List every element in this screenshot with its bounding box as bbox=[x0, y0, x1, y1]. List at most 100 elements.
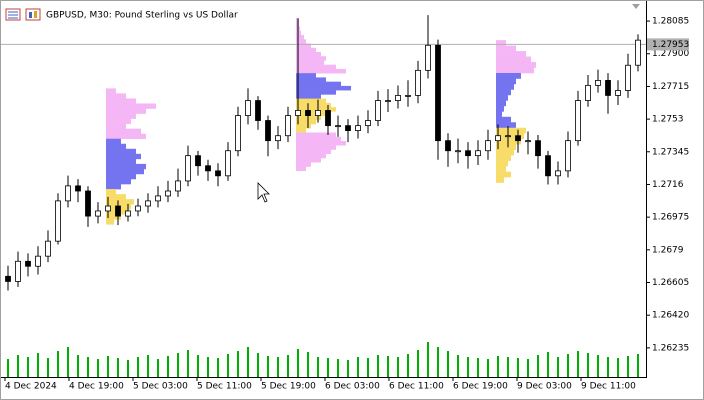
profile-row bbox=[296, 68, 346, 74]
profile-row bbox=[106, 88, 116, 94]
current-price-box bbox=[647, 38, 689, 51]
volume-bar bbox=[597, 355, 599, 377]
profile-row bbox=[106, 103, 156, 109]
candle-body bbox=[5, 275, 11, 282]
volume-bar bbox=[17, 355, 19, 377]
profile-row bbox=[106, 214, 121, 220]
profile-row bbox=[296, 90, 336, 95]
candle-body bbox=[325, 110, 331, 127]
candle-body bbox=[535, 140, 541, 157]
candle-body bbox=[415, 69, 421, 96]
candle-body bbox=[45, 240, 51, 257]
profile-row bbox=[106, 189, 116, 195]
profile-row bbox=[296, 51, 321, 57]
profile-row bbox=[296, 132, 336, 138]
volume-bar bbox=[287, 355, 289, 377]
profile-row bbox=[496, 83, 514, 90]
candle-body bbox=[355, 125, 361, 131]
price-tick-label: 1.27715 bbox=[652, 82, 689, 92]
volume-bar bbox=[587, 353, 589, 377]
candle-body bbox=[115, 205, 121, 217]
volume-bar bbox=[617, 358, 619, 377]
candle-body bbox=[145, 200, 151, 207]
volume-bar bbox=[127, 360, 129, 377]
volume-bar bbox=[387, 356, 389, 377]
price-tick-label: 1.26235 bbox=[652, 343, 689, 353]
volume-bar bbox=[87, 357, 89, 377]
profile-row bbox=[106, 98, 136, 104]
volume-bar bbox=[607, 357, 609, 377]
profile-row bbox=[496, 73, 521, 79]
candle-body bbox=[475, 150, 481, 157]
price-tick-label: 1.26420 bbox=[652, 311, 689, 321]
volume-bar bbox=[157, 359, 159, 377]
time-tick-label: 9 Dec 03:00 bbox=[517, 382, 572, 392]
candle-body bbox=[225, 150, 231, 177]
volume-bar bbox=[377, 355, 379, 377]
profile-row bbox=[496, 67, 534, 74]
profile-row bbox=[496, 166, 506, 172]
candle-body bbox=[135, 205, 141, 212]
time-tick-label: 9 Dec 11:00 bbox=[581, 382, 636, 392]
price-tick-label: 1.27900 bbox=[652, 49, 689, 59]
candle-body bbox=[365, 120, 371, 127]
profile-row bbox=[106, 128, 141, 134]
volume-bar bbox=[277, 357, 279, 377]
profile-row bbox=[106, 148, 136, 155]
candle-body bbox=[95, 210, 101, 217]
price-tick-label: 1.2679 bbox=[652, 245, 684, 255]
profile-row bbox=[296, 77, 326, 82]
time-tick-label: 6 Dec 11:00 bbox=[389, 382, 444, 392]
candle-body bbox=[285, 115, 291, 137]
profile-row bbox=[296, 136, 341, 142]
price-tick-label: 1.26975 bbox=[652, 213, 689, 223]
time-tick-label: 5 Dec 11:00 bbox=[197, 382, 252, 392]
profile-row bbox=[496, 40, 506, 46]
volume-bar bbox=[217, 358, 219, 377]
time-tick-label: 5 Dec 03:00 bbox=[133, 382, 188, 392]
profile-row bbox=[296, 102, 331, 108]
profile-row bbox=[296, 149, 331, 155]
volume-bar bbox=[37, 353, 39, 377]
candle-body bbox=[305, 110, 311, 116]
profile-row bbox=[296, 81, 341, 87]
time-tick-label: 4 Dec 19:00 bbox=[69, 382, 124, 392]
price-tick-label: 1.2753 bbox=[652, 115, 684, 125]
profile-row bbox=[106, 219, 114, 225]
volume-bar bbox=[297, 349, 299, 377]
profile-row bbox=[106, 138, 121, 145]
volume-bar bbox=[437, 347, 439, 377]
profile-row bbox=[496, 116, 511, 123]
volume-bar bbox=[77, 355, 79, 377]
profile-row bbox=[496, 127, 526, 134]
candle-body bbox=[215, 170, 221, 177]
profile-row bbox=[106, 133, 146, 140]
candle-body bbox=[265, 120, 271, 142]
candle-body bbox=[335, 125, 341, 128]
candle-body bbox=[175, 180, 181, 192]
volume-bar bbox=[207, 357, 209, 377]
price-tick-label: 1.26605 bbox=[652, 278, 689, 288]
candle-body bbox=[595, 80, 601, 86]
profile-row bbox=[296, 39, 306, 44]
volume-bar bbox=[447, 351, 449, 377]
volume-bar bbox=[567, 354, 569, 377]
profile-row bbox=[296, 111, 326, 116]
profile-row bbox=[296, 98, 326, 104]
candle-body bbox=[495, 135, 501, 142]
candle-body bbox=[245, 100, 251, 116]
profile-row bbox=[296, 64, 336, 70]
candle-body bbox=[155, 195, 161, 202]
volume-bar bbox=[57, 351, 59, 377]
candle-body bbox=[195, 155, 201, 167]
profile-row bbox=[296, 141, 346, 146]
profile-row bbox=[106, 93, 126, 99]
volume-bar bbox=[47, 358, 49, 377]
profile-row bbox=[106, 123, 126, 129]
volume-bar bbox=[257, 353, 259, 377]
candle-body bbox=[65, 185, 71, 202]
profile-row bbox=[496, 45, 516, 52]
profile-row bbox=[296, 166, 306, 171]
